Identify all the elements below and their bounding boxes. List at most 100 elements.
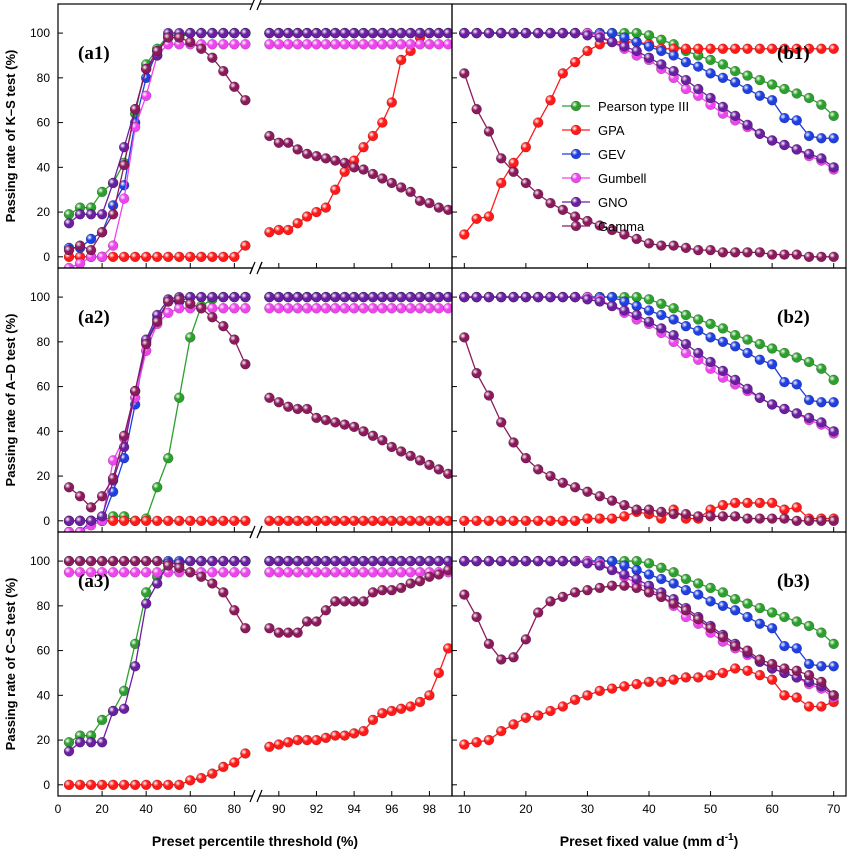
- data-point: [151, 555, 163, 567]
- data-point: [442, 303, 452, 314]
- data-point: [545, 291, 556, 303]
- data-point: [582, 486, 593, 497]
- series-gpa: [459, 663, 839, 750]
- data-point: [643, 569, 655, 580]
- data-point: [606, 513, 618, 524]
- data-point: [442, 564, 452, 576]
- data-point: [174, 392, 185, 404]
- data-point: [729, 605, 741, 616]
- data-point: [754, 338, 766, 350]
- data-point: [218, 39, 229, 50]
- data-point: [377, 173, 388, 184]
- data-point: [791, 616, 802, 627]
- data-point: [631, 504, 642, 515]
- data-point: [594, 296, 605, 307]
- x-tick-label: 0: [55, 802, 62, 816]
- data-point: [705, 43, 716, 54]
- data-point: [483, 555, 495, 567]
- data-point: [668, 674, 679, 685]
- data-point: [754, 128, 766, 140]
- legend-item-gpa: GPA: [562, 123, 625, 138]
- data-point: [162, 779, 174, 791]
- data-point: [96, 226, 108, 238]
- data-point: [828, 132, 839, 144]
- data-point: [129, 385, 141, 397]
- data-point: [779, 513, 790, 524]
- data-point: [174, 779, 185, 791]
- data-point: [717, 336, 729, 348]
- data-point: [816, 99, 827, 110]
- data-point: [358, 141, 369, 153]
- y-tick-label: 0: [43, 778, 50, 792]
- data-point: [140, 63, 152, 75]
- data-point: [358, 303, 369, 314]
- data-point: [151, 316, 163, 327]
- data-point: [557, 701, 569, 712]
- data-point: [779, 249, 790, 260]
- data-point: [483, 515, 495, 527]
- data-point: [631, 573, 642, 585]
- data-point: [207, 555, 218, 567]
- data-point: [96, 209, 108, 220]
- data-point: [185, 298, 196, 310]
- data-point: [729, 43, 741, 54]
- series-gpa: [63, 515, 452, 527]
- data-point: [273, 137, 285, 148]
- data-point: [107, 209, 119, 220]
- data-point: [330, 417, 341, 428]
- data-point: [367, 714, 379, 726]
- data-point: [643, 504, 655, 515]
- data-point: [791, 352, 802, 363]
- series-gamma: [459, 68, 839, 263]
- data-point: [358, 567, 369, 578]
- data-point: [395, 54, 407, 66]
- data-point: [729, 593, 741, 605]
- data-point: [185, 332, 196, 343]
- data-point: [729, 341, 741, 352]
- data-point: [348, 162, 360, 173]
- data-point: [643, 30, 655, 41]
- data-point: [606, 36, 618, 48]
- data-point: [414, 39, 426, 50]
- data-point: [742, 611, 753, 623]
- data-point: [483, 390, 495, 401]
- data-point: [339, 291, 350, 303]
- data-point: [471, 611, 482, 623]
- data-point: [754, 513, 766, 524]
- data-point: [791, 379, 802, 390]
- data-point: [496, 515, 507, 527]
- data-point: [320, 39, 332, 50]
- data-point: [643, 316, 655, 327]
- data-point: [240, 555, 251, 567]
- data-point: [63, 244, 75, 256]
- data-point: [348, 555, 360, 567]
- data-point: [377, 435, 388, 446]
- data-point: [185, 515, 196, 527]
- axis-break-mark: [249, 789, 256, 803]
- data-point: [386, 584, 398, 596]
- data-point: [282, 224, 294, 236]
- data-point: [459, 68, 470, 79]
- data-point: [717, 72, 729, 84]
- data-point: [273, 567, 285, 578]
- data-point: [520, 452, 532, 464]
- data-point: [557, 27, 569, 39]
- data-point: [433, 39, 445, 50]
- data-point: [264, 567, 275, 578]
- data-point: [816, 43, 827, 54]
- data-point: [107, 251, 119, 263]
- data-point: [196, 571, 207, 582]
- data-point: [459, 739, 470, 750]
- data-point: [754, 90, 766, 101]
- data-point: [520, 634, 532, 645]
- data-point: [680, 320, 692, 332]
- data-point: [828, 43, 839, 54]
- data-point: [606, 300, 618, 312]
- data-point: [606, 27, 618, 39]
- data-point: [582, 30, 593, 41]
- data-point: [471, 555, 482, 567]
- axis-break-mark: [256, 0, 262, 11]
- data-point: [606, 495, 618, 506]
- x-tick-label: 30: [581, 802, 595, 816]
- data-point: [330, 291, 341, 303]
